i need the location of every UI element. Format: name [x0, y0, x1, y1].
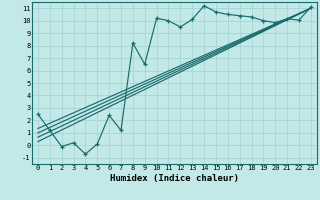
X-axis label: Humidex (Indice chaleur): Humidex (Indice chaleur) [110, 174, 239, 183]
